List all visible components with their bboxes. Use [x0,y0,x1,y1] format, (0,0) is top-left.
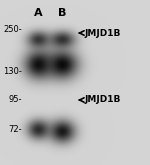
Text: JMJD1B: JMJD1B [84,29,120,37]
Text: JMJD1B: JMJD1B [84,96,120,104]
Text: 95-: 95- [9,96,22,104]
Text: A: A [34,8,42,18]
Text: B: B [58,8,66,18]
Text: 72-: 72- [8,126,22,134]
Text: 130-: 130- [3,67,22,77]
Text: 250-: 250- [3,26,22,34]
